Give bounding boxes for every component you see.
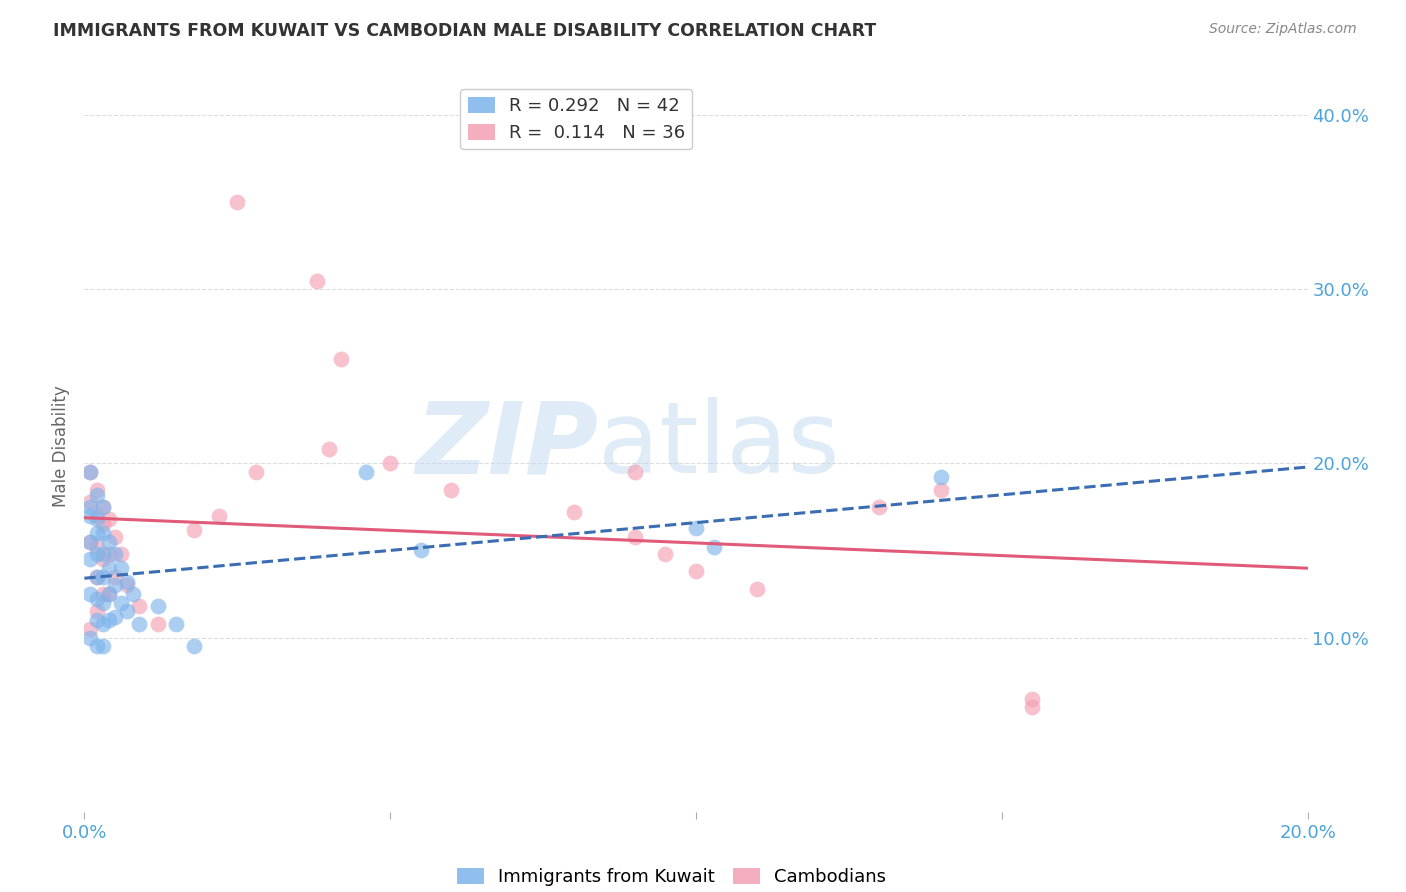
Point (79, 494, 101, 508)
Point (122, 587, 145, 601)
Point (869, 500, 891, 514)
Point (409, 543, 432, 558)
Point (624, 530, 647, 544)
Point (86, 540, 108, 554)
Point (165, 616, 187, 631)
Point (86, 604, 108, 618)
Text: IMMIGRANTS FROM KUWAIT VS CAMBODIAN MALE DISABILITY CORRELATION CHART: IMMIGRANTS FROM KUWAIT VS CAMBODIAN MALE… (53, 22, 877, 40)
Point (245, 465, 267, 479)
Point (86, 613, 108, 627)
Point (104, 578, 127, 592)
Text: Source: ZipAtlas.com: Source: ZipAtlas.com (1209, 22, 1357, 37)
Point (104, 569, 127, 583)
Point (305, 274, 328, 288)
Point (1021, 700, 1043, 714)
Point (86, 483, 108, 497)
Point (91, 526, 114, 541)
Point (79, 534, 101, 549)
Point (91, 500, 114, 514)
Point (79, 587, 101, 601)
Point (1021, 691, 1043, 706)
Point (79, 465, 101, 479)
Point (929, 483, 952, 497)
Point (97, 587, 120, 601)
Text: ZIP: ZIP (415, 398, 598, 494)
Point (146, 599, 169, 614)
Point (330, 351, 353, 366)
Point (115, 604, 138, 618)
Point (654, 547, 676, 561)
Point (685, 565, 707, 579)
Point (79, 500, 101, 514)
Point (86, 569, 108, 583)
Point (104, 530, 127, 544)
Point (380, 457, 402, 471)
Point (79, 508, 101, 523)
Point (91, 640, 114, 654)
Point (128, 616, 150, 631)
Point (104, 547, 127, 561)
Point (86, 640, 108, 654)
Point (747, 582, 769, 596)
Point (110, 547, 132, 561)
Point (318, 442, 340, 457)
Point (97, 534, 120, 549)
Point (440, 483, 463, 497)
Point (86, 512, 108, 526)
Point (128, 599, 150, 614)
Point (110, 561, 132, 575)
Point (91, 587, 114, 601)
Point (183, 640, 205, 654)
Text: atlas: atlas (598, 398, 839, 494)
Point (79, 622, 101, 636)
Point (703, 540, 725, 554)
Point (354, 465, 377, 479)
Point (97, 587, 120, 601)
Point (79, 465, 101, 479)
Point (115, 578, 138, 592)
Point (183, 523, 205, 537)
Point (79, 552, 101, 566)
Point (86, 508, 108, 523)
Point (208, 508, 231, 523)
Point (104, 609, 127, 624)
Point (110, 596, 132, 610)
Legend: Immigrants from Kuwait, Cambodians: Immigrants from Kuwait, Cambodians (450, 861, 894, 892)
Point (86, 547, 108, 561)
Point (91, 596, 114, 610)
Point (685, 521, 707, 535)
Point (91, 616, 114, 631)
Point (97, 512, 120, 526)
Point (226, 195, 249, 210)
Point (91, 547, 114, 561)
Point (624, 465, 647, 479)
Point (79, 534, 101, 549)
Point (146, 616, 169, 631)
Point (91, 500, 114, 514)
Point (97, 613, 120, 627)
Point (97, 547, 120, 561)
Point (115, 574, 138, 589)
Point (91, 552, 114, 566)
Point (562, 505, 585, 519)
Y-axis label: Male Disability: Male Disability (52, 385, 70, 507)
Point (929, 470, 952, 484)
Point (79, 631, 101, 645)
Point (86, 569, 108, 583)
Point (91, 569, 114, 583)
Point (86, 592, 108, 607)
Point (86, 488, 108, 502)
Point (86, 526, 108, 541)
Point (97, 561, 120, 575)
Point (91, 517, 114, 532)
